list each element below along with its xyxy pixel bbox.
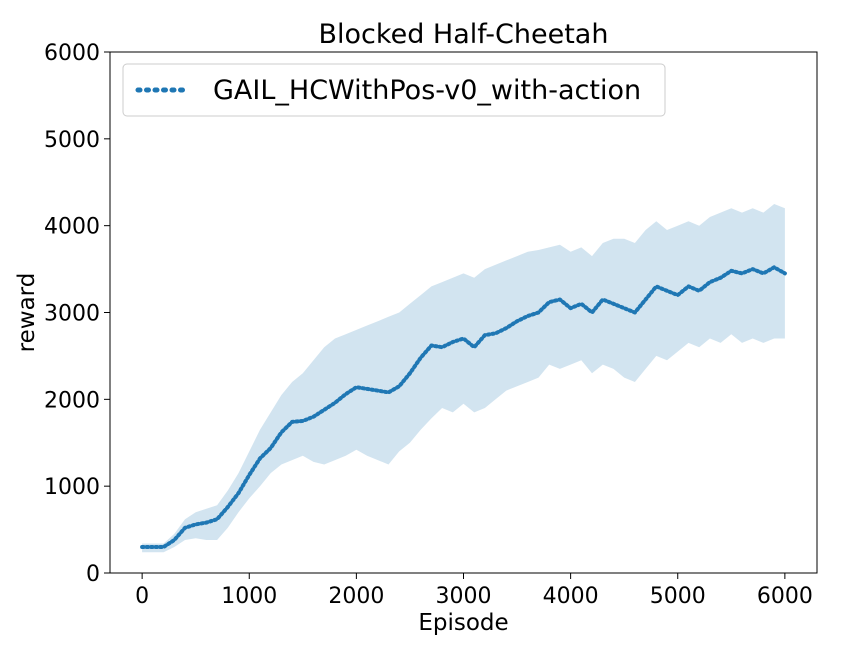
- x-axis-label: Episode: [418, 610, 508, 636]
- y-axis: 0 1000 2000 3000 4000 5000 6000: [44, 41, 110, 587]
- legend-box: [122, 63, 666, 117]
- y-axis-label: reward: [14, 273, 40, 353]
- x-tick-label: 5000: [650, 584, 706, 609]
- x-tick-label: 2000: [328, 584, 384, 609]
- series-0-band: [142, 204, 785, 553]
- y-tick-label: 4000: [44, 215, 100, 240]
- chart-title: Blocked Half-Cheetah: [319, 19, 609, 50]
- plot-area: [140, 204, 787, 553]
- y-tick-label: 2000: [44, 388, 100, 413]
- legend-label: GAIL_HCWithPos-v0_with-action: [213, 75, 641, 106]
- y-tick-label: 6000: [44, 41, 100, 66]
- y-tick-label: 0: [86, 562, 100, 587]
- series-0-line: [140, 265, 787, 549]
- y-tick-label: 5000: [44, 128, 100, 153]
- x-axis: 0 1000 2000 3000 4000 5000 6000: [135, 573, 813, 609]
- y-tick-label: 1000: [44, 475, 100, 500]
- x-tick-label: 3000: [436, 584, 492, 609]
- x-tick-label: 1000: [221, 584, 277, 609]
- x-tick-label: 0: [135, 584, 149, 609]
- y-tick-label: 3000: [44, 302, 100, 327]
- legend: GAIL_HCWithPos-v0_with-action: [122, 63, 666, 117]
- x-tick-label: 6000: [757, 584, 813, 609]
- x-tick-label: 4000: [543, 584, 599, 609]
